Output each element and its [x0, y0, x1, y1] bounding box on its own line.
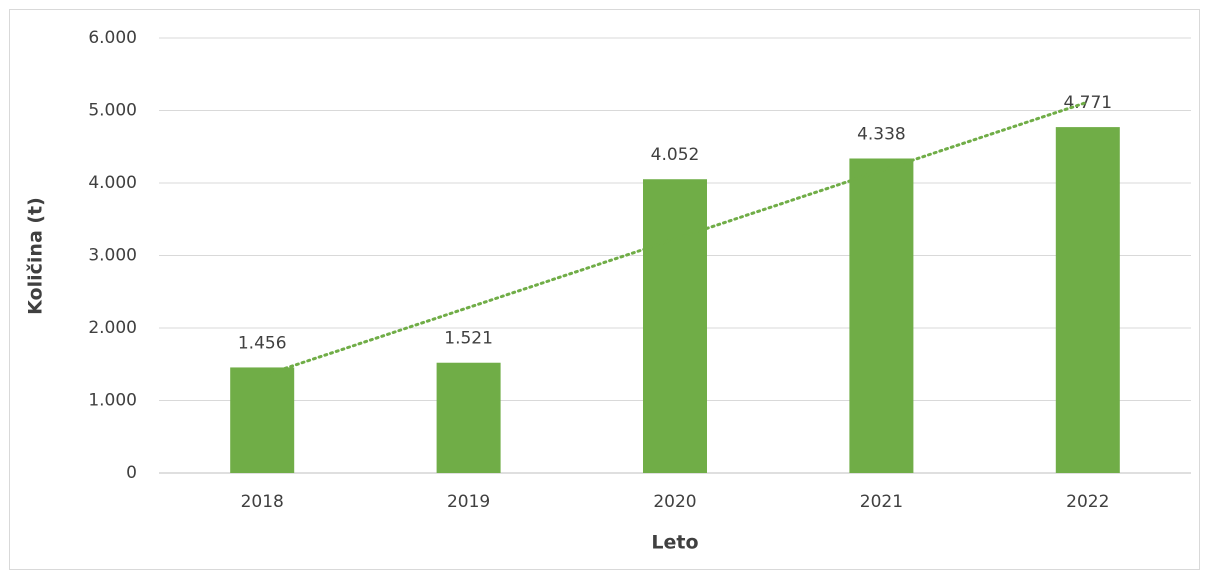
y-axis-title: Količina (t) — [25, 197, 47, 315]
y-tick-label: 0 — [126, 463, 137, 483]
bar — [643, 179, 707, 474]
chart-border — [9, 9, 1200, 570]
data-label: 4.771 — [1063, 93, 1112, 113]
bar — [230, 367, 295, 473]
y-tick-label: 4.000 — [88, 173, 137, 193]
x-tick-label: 2022 — [1066, 492, 1109, 512]
x-tick-label: 2018 — [241, 492, 284, 512]
y-tick-label: 6.000 — [88, 28, 137, 48]
x-axis-title: Leto — [651, 532, 698, 554]
bar — [849, 158, 914, 473]
y-tick-label: 2.000 — [88, 318, 137, 338]
bar — [1055, 127, 1120, 473]
data-label: 4.338 — [857, 124, 906, 144]
data-label: 4.052 — [651, 145, 700, 165]
trendline — [260, 100, 1090, 378]
bar — [436, 362, 501, 473]
data-label: 1.521 — [444, 329, 493, 349]
y-tick-label: 5.000 — [88, 101, 137, 121]
x-tick-label: 2021 — [860, 492, 903, 512]
y-tick-label: 1.000 — [88, 391, 137, 411]
x-tick-label: 2020 — [653, 492, 696, 512]
x-tick-label: 2019 — [447, 492, 490, 512]
y-tick-label: 3.000 — [88, 246, 137, 266]
data-label: 1.456 — [238, 333, 287, 353]
